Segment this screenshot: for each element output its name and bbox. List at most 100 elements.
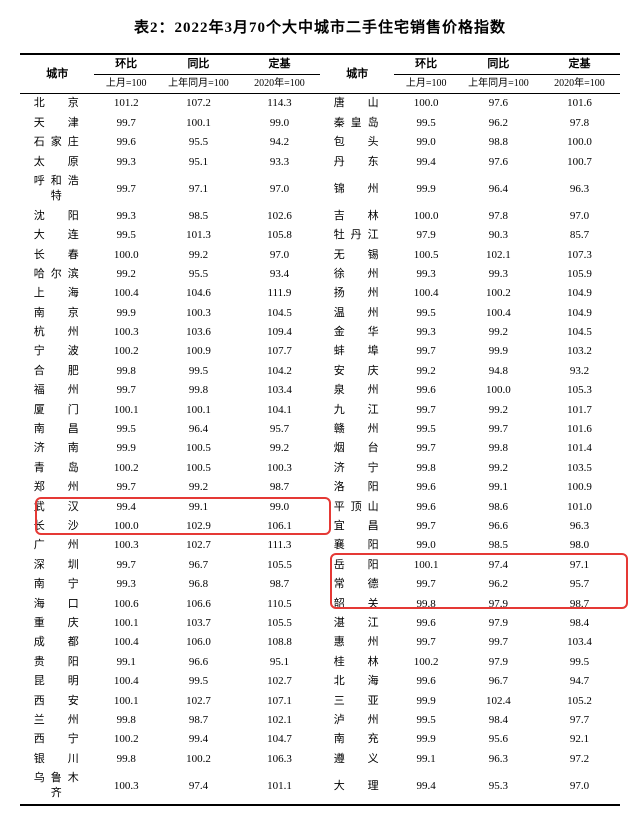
table-row: 合 肥99.899.5104.2安 庆99.294.893.2 [20,362,620,381]
cell: 99.5 [539,653,620,672]
cell: 102.7 [158,692,239,711]
cell: 99.7 [394,401,458,420]
cell: 100.4 [394,284,458,303]
table-row: 贵 阳99.196.695.1桂 林100.297.999.5 [20,653,620,672]
cell: 100.3 [94,323,158,342]
cell: 99.3 [458,265,539,284]
cell: 99.9 [394,730,458,749]
cell: 99.2 [94,265,158,284]
cell: 98.8 [458,133,539,152]
cell: 赣 州 [320,420,394,439]
cell: 98.7 [539,595,620,614]
cell: 99.6 [394,672,458,691]
cell: 宜 昌 [320,517,394,536]
cell: 上 海 [20,284,94,303]
cell: 99.2 [458,323,539,342]
cell: 银 川 [20,750,94,769]
table-row: 长 春100.099.297.0无 锡100.5102.1107.3 [20,246,620,265]
hdr-yoy-1: 同比 [158,54,239,75]
cell: 96.3 [539,517,620,536]
cell: 97.0 [239,172,320,207]
cell: 99.8 [94,711,158,730]
cell: 99.7 [94,172,158,207]
cell: 105.5 [239,614,320,633]
cell: 100.3 [158,304,239,323]
cell: 100.3 [239,459,320,478]
cell: 94.2 [239,133,320,152]
cell: 102.9 [158,517,239,536]
cell: 104.7 [239,730,320,749]
cell: 97.4 [458,556,539,575]
cell: 青 岛 [20,459,94,478]
cell: 北 海 [320,672,394,691]
cell: 哈尔滨 [20,265,94,284]
cell: 104.5 [539,323,620,342]
cell: 99.6 [94,133,158,152]
cell: 湛 江 [320,614,394,633]
cell: 99.3 [94,207,158,226]
cell: 104.5 [239,304,320,323]
cell: 97.4 [158,769,239,805]
cell: 100.5 [158,439,239,458]
table-row: 呼和浩特99.797.197.0锦 州99.996.496.3 [20,172,620,207]
cell: 无 锡 [320,246,394,265]
sub-yoy-1: 上年同月=100 [158,75,239,94]
cell: 96.4 [158,420,239,439]
cell: 99.8 [394,459,458,478]
cell: 99.1 [394,750,458,769]
cell: 99.9 [458,342,539,361]
cell: 秦皇岛 [320,114,394,133]
cell: 99.3 [394,323,458,342]
cell: 96.7 [158,556,239,575]
cell: 95.5 [158,133,239,152]
cell: 乌鲁木齐 [20,769,94,805]
cell: 99.9 [94,304,158,323]
cell: 99.4 [394,769,458,805]
table-row: 长 沙100.0102.9106.1宜 昌99.796.696.3 [20,517,620,536]
cell: 101.6 [539,420,620,439]
cell: 109.4 [239,323,320,342]
cell: 102.7 [239,672,320,691]
table-row: 深 圳99.796.7105.5岳 阳100.197.497.1 [20,556,620,575]
cell: 99.1 [458,478,539,497]
cell: 97.2 [539,750,620,769]
cell: 武 汉 [20,498,94,517]
cell: 99.6 [394,498,458,517]
cell: 92.1 [539,730,620,749]
cell: 99.7 [394,439,458,458]
cell: 平顶山 [320,498,394,517]
cell: 99.5 [158,362,239,381]
cell: 101.7 [539,401,620,420]
cell: 99.8 [458,439,539,458]
cell: 成 都 [20,633,94,652]
cell: 99.9 [394,692,458,711]
cell: 合 肥 [20,362,94,381]
cell: 北 京 [20,94,94,114]
cell: 宁 波 [20,342,94,361]
cell: 103.7 [158,614,239,633]
table-row: 武 汉99.499.199.0平顶山99.698.6101.0 [20,498,620,517]
table-row: 西 安100.1102.7107.1三 亚99.9102.4105.2 [20,692,620,711]
cell: 101.0 [539,498,620,517]
cell: 100.9 [158,342,239,361]
cell: 温 州 [320,304,394,323]
cell: 97.1 [158,172,239,207]
cell: 99.1 [158,498,239,517]
cell: 西 宁 [20,730,94,749]
table-row: 昆 明100.499.5102.7北 海99.696.794.7 [20,672,620,691]
cell: 吉 林 [320,207,394,226]
table-row: 上 海100.4104.6111.9扬 州100.4100.2104.9 [20,284,620,303]
cell: 105.8 [239,226,320,245]
cell: 96.3 [458,750,539,769]
cell: 104.6 [158,284,239,303]
cell: 105.9 [539,265,620,284]
cell: 100.0 [94,246,158,265]
cell: 100.0 [94,517,158,536]
cell: 南 京 [20,304,94,323]
cell: 济 南 [20,439,94,458]
cell: 99.5 [394,711,458,730]
cell: 金 华 [320,323,394,342]
table-row: 乌鲁木齐100.397.4101.1大 理99.495.397.0 [20,769,620,805]
cell: 99.0 [239,498,320,517]
table-row: 成 都100.4106.0108.8惠 州99.799.7103.4 [20,633,620,652]
